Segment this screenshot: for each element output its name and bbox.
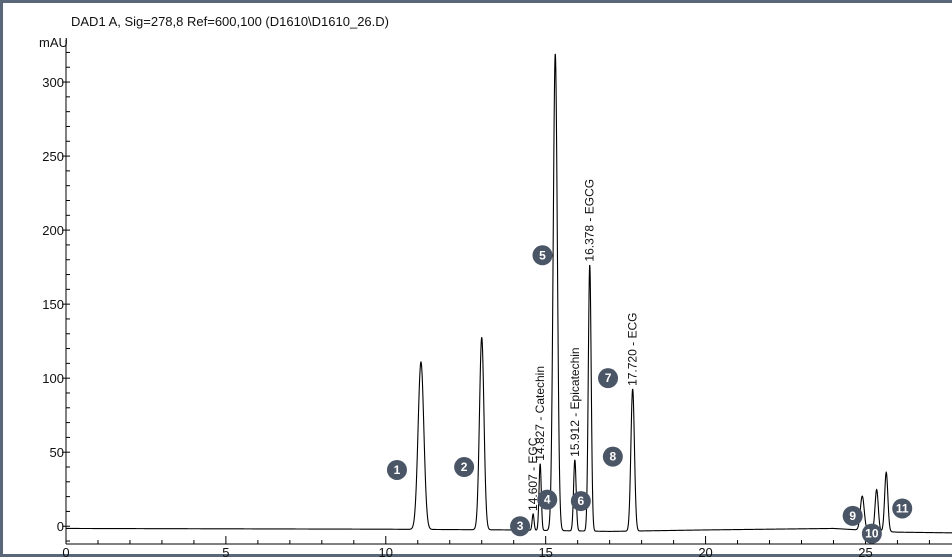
- peak-marker: 2: [454, 457, 475, 478]
- peak-label: 14.607 - EGC: [526, 437, 540, 511]
- peak-marker: 4: [537, 489, 558, 510]
- peak-marker: 11: [892, 498, 913, 519]
- peak-marker: 9: [842, 505, 863, 526]
- peak-marker: 7: [598, 368, 619, 389]
- y-tick-label: 100: [42, 371, 64, 386]
- peak-marker-circle: [532, 245, 553, 266]
- y-tick-label: 50: [50, 445, 64, 460]
- peak-marker-label: 6: [578, 494, 585, 508]
- peak-marker-circle: [537, 489, 558, 510]
- peak-marker-label: 7: [605, 371, 612, 385]
- y-tick-label: 150: [42, 297, 64, 312]
- x-tick-label: 5: [222, 545, 229, 557]
- peak-marker-circle: [602, 446, 623, 467]
- peak-marker: 3: [510, 516, 531, 537]
- peak-marker-circle: [454, 457, 475, 478]
- y-axis-unit-label: mAU: [39, 35, 68, 50]
- peak-marker-circle: [510, 516, 531, 537]
- chart-title: DAD1 A, Sig=278,8 Ref=600,100 (D1610\D16…: [71, 14, 389, 29]
- peak-marker-label: 4: [544, 493, 551, 507]
- peak-marker-circle: [386, 459, 407, 480]
- peak-marker: 5: [532, 245, 553, 266]
- peak-marker-circle: [842, 505, 863, 526]
- peak-marker: 1: [386, 459, 407, 480]
- peak-marker: 8: [602, 446, 623, 467]
- peak-label: 16.378 - EGCG: [583, 179, 597, 262]
- x-tick-label: 25: [858, 545, 872, 557]
- peak-marker-circle: [892, 498, 913, 519]
- peak-label: 14.827 - Catechin: [533, 366, 547, 461]
- peak-marker: 6: [570, 491, 591, 512]
- x-tick-label: 0: [62, 545, 69, 557]
- peak-marker-label: 10: [865, 527, 879, 541]
- peak-marker: 10: [861, 523, 882, 544]
- peak-marker-label: 3: [517, 519, 524, 533]
- peak-marker-label: 8: [609, 450, 616, 464]
- y-tick-label: 200: [42, 223, 64, 238]
- peak-marker-circle: [570, 491, 591, 512]
- peak-marker-circle: [598, 368, 619, 389]
- y-tick-label: 300: [42, 75, 64, 90]
- x-tick-label: 20: [698, 545, 712, 557]
- x-tick-label: 10: [379, 545, 393, 557]
- peak-label: 17.720 - ECG: [626, 313, 640, 386]
- peak-label: 15.912 - Epicatechin: [568, 347, 582, 456]
- y-tick-label: 250: [42, 149, 64, 164]
- x-tick-label: 15: [538, 545, 552, 557]
- peak-marker-label: 9: [849, 509, 856, 523]
- peak-marker-circle: [861, 523, 882, 544]
- peak-marker-label: 5: [539, 248, 546, 262]
- y-tick-label: 0: [57, 519, 64, 534]
- signal-trace: [66, 53, 952, 534]
- peak-marker-label: 1: [394, 463, 401, 477]
- peak-marker-label: 11: [896, 501, 909, 515]
- peak-marker-label: 2: [461, 460, 468, 474]
